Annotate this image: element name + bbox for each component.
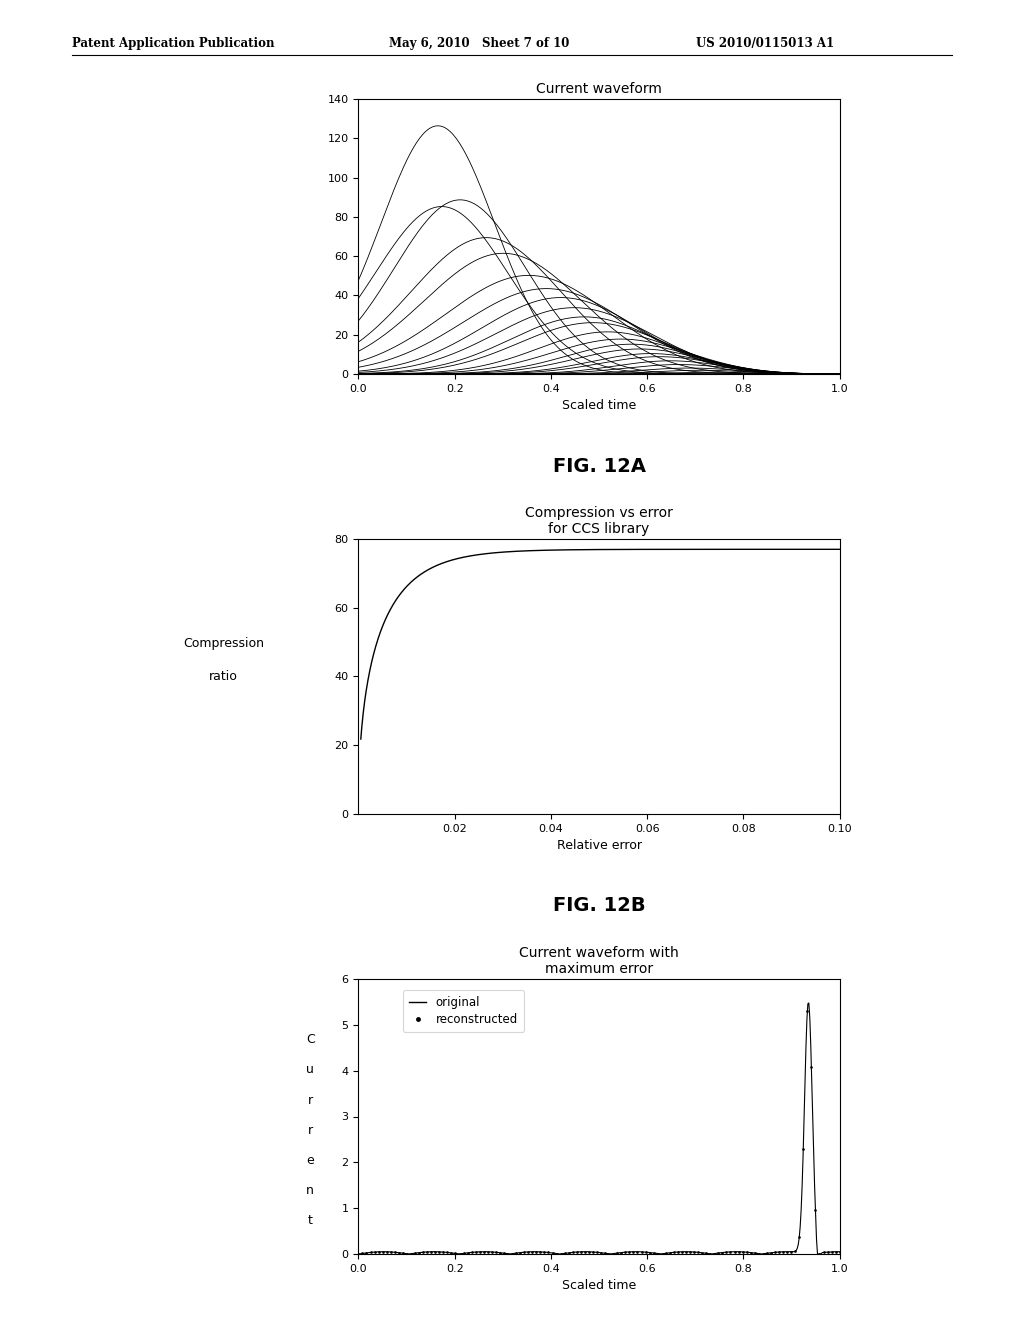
- original: [746, 1245, 759, 1261]
- reconstructed: [834, 1243, 846, 1259]
- Legend: original, reconstructed: original, reconstructed: [402, 990, 524, 1032]
- original: [352, 1246, 365, 1262]
- Text: Compression: Compression: [183, 638, 264, 649]
- X-axis label: Relative error: Relative error: [556, 840, 642, 853]
- reconstructed: [454, 1246, 466, 1262]
- Text: n: n: [306, 1184, 314, 1197]
- reconstructed: [801, 1003, 813, 1019]
- Title: Compression vs error
for CCS library: Compression vs error for CCS library: [525, 507, 673, 536]
- original: [803, 995, 815, 1011]
- Line: reconstructed: reconstructed: [357, 1010, 841, 1255]
- X-axis label: Scaled time: Scaled time: [562, 1279, 636, 1292]
- reconstructed: [352, 1246, 365, 1262]
- Text: C: C: [306, 1034, 314, 1045]
- Text: FIG. 12B: FIG. 12B: [553, 896, 645, 916]
- original: [834, 1243, 846, 1259]
- reconstructed: [732, 1243, 744, 1259]
- original: [584, 1243, 596, 1259]
- reconstructed: [821, 1245, 834, 1261]
- original: [612, 1245, 625, 1261]
- original: [581, 1243, 593, 1259]
- Text: r: r: [307, 1123, 313, 1137]
- Line: original: original: [358, 1003, 840, 1254]
- Text: May 6, 2010   Sheet 7 of 10: May 6, 2010 Sheet 7 of 10: [389, 37, 569, 50]
- Text: ratio: ratio: [209, 671, 238, 682]
- Title: Current waveform: Current waveform: [537, 82, 662, 96]
- Text: Patent Application Publication: Patent Application Publication: [72, 37, 274, 50]
- reconstructed: [684, 1243, 696, 1259]
- Text: e: e: [306, 1154, 314, 1167]
- X-axis label: Scaled time: Scaled time: [562, 399, 636, 412]
- reconstructed: [620, 1245, 632, 1261]
- Title: Current waveform with
maximum error: Current waveform with maximum error: [519, 946, 679, 977]
- original: [639, 1245, 651, 1261]
- Text: u: u: [306, 1063, 314, 1076]
- original: [823, 1243, 836, 1259]
- Text: US 2010/0115013 A1: US 2010/0115013 A1: [696, 37, 835, 50]
- Text: r: r: [307, 1093, 313, 1106]
- reconstructed: [481, 1243, 494, 1259]
- Text: FIG. 12A: FIG. 12A: [553, 457, 645, 475]
- Text: t: t: [308, 1214, 312, 1228]
